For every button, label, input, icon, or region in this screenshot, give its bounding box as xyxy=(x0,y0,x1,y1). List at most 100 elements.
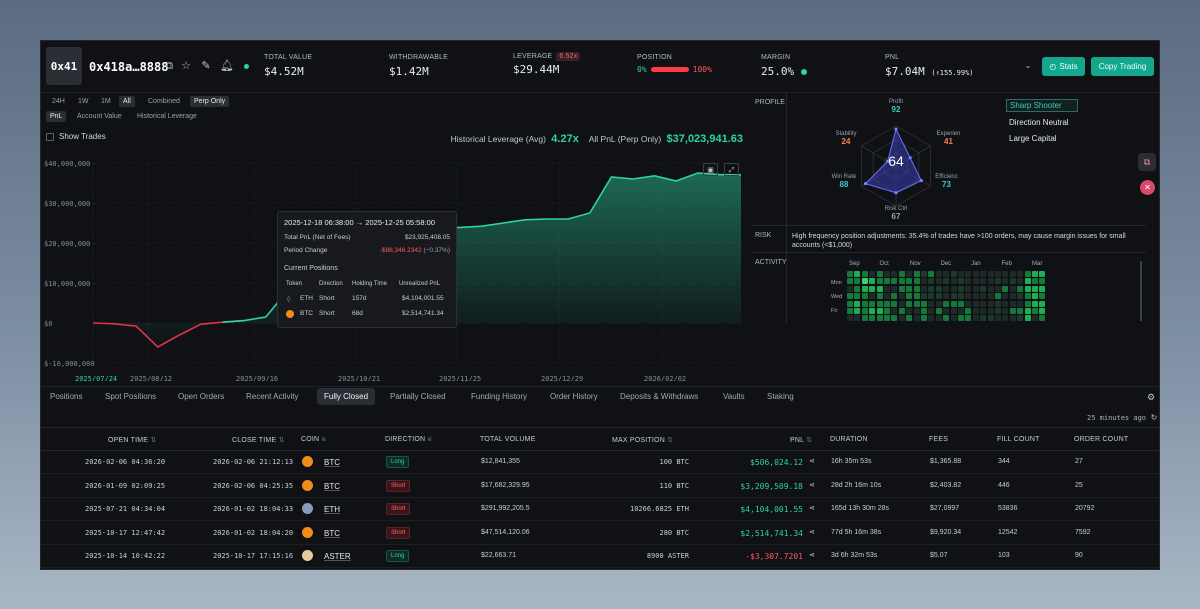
col-fees[interactable]: FEES xyxy=(929,436,949,443)
pnl-point xyxy=(179,334,180,335)
star-icon[interactable]: ☆ xyxy=(181,60,191,72)
activity-cell xyxy=(1039,293,1046,300)
activity-cell xyxy=(854,308,861,314)
screenshot-icon[interactable]: ▣ xyxy=(703,163,718,176)
fullscreen-icon[interactable]: ⤢ xyxy=(724,163,739,176)
activity-cell xyxy=(847,308,853,314)
stat-leverage: LEVERAGE 6.52x $29.44M xyxy=(513,52,581,76)
tab-partially-closed[interactable]: Partially Closed xyxy=(390,392,446,401)
compare-icon[interactable]: ⧉ xyxy=(1138,153,1156,171)
share-icon[interactable]: ⋖ xyxy=(809,552,815,559)
col-max-position[interactable]: MAX POSITION ⇅ xyxy=(612,437,674,444)
activity-cell xyxy=(891,293,898,300)
pnl-point xyxy=(157,346,158,347)
range-all[interactable]: All xyxy=(119,96,135,107)
x-tick-label: 2025/09/16 xyxy=(236,375,278,381)
activity-cell xyxy=(943,308,950,314)
pnl-point xyxy=(632,178,633,179)
col-direction[interactable]: DIRECTION ⩸ xyxy=(385,436,432,443)
activity-cell xyxy=(884,285,890,292)
range-1m[interactable]: 1M xyxy=(101,98,111,105)
table-row[interactable] xyxy=(41,475,1159,498)
col-open-time[interactable]: OPEN TIME ⇅ xyxy=(108,437,157,444)
table-row[interactable] xyxy=(41,498,1159,521)
share-icon[interactable]: ⋖ xyxy=(809,481,815,489)
copy-trading-button[interactable]: Copy Trading xyxy=(1091,57,1154,76)
metric-account-value[interactable]: Account Value xyxy=(77,113,122,120)
tab-spot-positions[interactable]: Spot Positions xyxy=(105,392,157,401)
range-1w[interactable]: 1W xyxy=(78,98,89,105)
activity-cell xyxy=(958,308,964,314)
activity-cell xyxy=(1024,271,1031,277)
col-total-volume[interactable]: TOTAL VOLUME xyxy=(480,436,536,443)
mode-combined[interactable]: Combined xyxy=(148,98,180,105)
tab-staking[interactable]: Staking xyxy=(767,392,794,401)
panel-divider xyxy=(786,93,787,323)
share-icon[interactable]: ⋖ xyxy=(809,528,815,536)
axis-profit: Profit 92 xyxy=(888,99,903,114)
bell-icon[interactable]: 🔔︎ xyxy=(220,60,234,72)
activity-cell xyxy=(898,278,905,285)
activity-cell xyxy=(1002,293,1009,300)
activity-cell xyxy=(987,315,994,322)
metric-pnl[interactable]: PnL xyxy=(46,111,67,122)
range-24h[interactable]: 24H xyxy=(52,98,65,105)
copy-icon[interactable]: ⧉ xyxy=(165,60,173,72)
activity-cell xyxy=(1024,315,1031,322)
activity-cell xyxy=(847,271,853,277)
settings-gear-icon[interactable]: ⚙ xyxy=(1146,392,1156,402)
activity-cell xyxy=(958,271,964,277)
show-trades-checkbox[interactable] xyxy=(46,133,54,141)
wallet-address[interactable]: 0x418a…8888 xyxy=(89,60,169,74)
activity-cell xyxy=(987,271,994,277)
activity-cell xyxy=(861,315,868,322)
activity-cell xyxy=(891,285,898,292)
share-profile-icon[interactable]: ✕ xyxy=(1140,180,1155,195)
edit-icon[interactable]: ✎ xyxy=(201,60,211,72)
activity-cell xyxy=(876,285,883,292)
activity-cell xyxy=(876,278,883,285)
activity-cell xyxy=(913,285,920,292)
activity-cell xyxy=(884,315,890,322)
tab-recent-activity[interactable]: Recent Activity xyxy=(246,392,299,401)
activity-cell xyxy=(1032,308,1038,314)
activity-cell xyxy=(1024,278,1031,285)
share-icon[interactable]: ⋖ xyxy=(809,458,815,465)
duration: 3d 6h 32m 53s xyxy=(831,552,878,559)
tab-open-orders[interactable]: Open Orders xyxy=(178,392,225,401)
table-top-divider xyxy=(41,427,1159,428)
tab-order-history[interactable]: Order History xyxy=(550,392,598,401)
col-order-count[interactable]: ORDER COUNT xyxy=(1074,436,1129,443)
tab-funding-history[interactable]: Funding History xyxy=(471,392,528,401)
stats-button[interactable]: ◴ Stats xyxy=(1042,57,1085,76)
activity-cell xyxy=(921,315,927,322)
tab-vaults[interactable]: Vaults xyxy=(723,392,745,401)
mode-perp-only[interactable]: Perp Only xyxy=(190,96,230,107)
tab-deposits-withdraws[interactable]: Deposits & Withdraws xyxy=(620,392,699,401)
table-row[interactable] xyxy=(41,522,1159,545)
share-icon[interactable]: ⋖ xyxy=(809,505,815,512)
activity-cell xyxy=(980,300,987,307)
table-row[interactable] xyxy=(41,545,1159,568)
col-pnl[interactable]: PNL ⇅ xyxy=(790,437,813,444)
col-fill-count[interactable]: FILL COUNT xyxy=(997,436,1040,443)
metric-historical-leverage[interactable]: Historical Leverage xyxy=(137,113,197,120)
activity-cell xyxy=(854,293,861,300)
table-row[interactable] xyxy=(41,451,1159,474)
refresh-icon[interactable]: ↻ xyxy=(1150,413,1158,422)
tab-positions[interactable]: Positions xyxy=(50,392,83,401)
chevron-down-icon[interactable]: ⌄ xyxy=(1024,61,1032,70)
activity-cell xyxy=(943,285,950,292)
col-duration[interactable]: DURATION xyxy=(830,436,868,443)
col-coin[interactable]: COIN ⩸ xyxy=(301,436,326,443)
activity-scrollbar[interactable] xyxy=(1140,261,1142,321)
chart-tooltip: 2025-12-18 06:38:00 → 2025-12-25 05:58:0… xyxy=(277,211,457,328)
tab-fully-closed[interactable]: Fully Closed xyxy=(317,388,376,405)
stat-margin: MARGIN 25.0% xyxy=(761,54,807,78)
y-tick-label: $10,000,000 xyxy=(44,280,90,288)
direction-badge: Short xyxy=(386,503,411,515)
activity-cell xyxy=(950,285,957,292)
activity-cell xyxy=(1017,293,1024,300)
col-close-time[interactable]: CLOSE TIME ⇅ xyxy=(232,437,285,444)
activity-cell xyxy=(898,300,905,307)
